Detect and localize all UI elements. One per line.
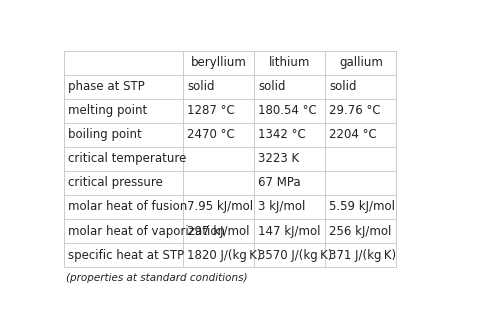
Text: critical pressure: critical pressure — [68, 176, 163, 189]
Text: 5.59 kJ/mol: 5.59 kJ/mol — [329, 200, 395, 214]
Text: lithium: lithium — [269, 56, 310, 69]
Text: beryllium: beryllium — [190, 56, 247, 69]
Text: 1820 J/(kg K): 1820 J/(kg K) — [187, 249, 261, 262]
Text: 2470 °C: 2470 °C — [187, 128, 235, 141]
Text: solid: solid — [187, 80, 214, 93]
Text: 2204 °C: 2204 °C — [329, 128, 377, 141]
Text: gallium: gallium — [339, 56, 383, 69]
Text: 147 kJ/mol: 147 kJ/mol — [258, 225, 320, 237]
Text: solid: solid — [329, 80, 357, 93]
Text: 180.54 °C: 180.54 °C — [258, 104, 317, 117]
Text: 3570 J/(kg K): 3570 J/(kg K) — [258, 249, 332, 262]
Text: 371 J/(kg K): 371 J/(kg K) — [329, 249, 396, 262]
Text: 3 kJ/mol: 3 kJ/mol — [258, 200, 306, 214]
Text: 1342 °C: 1342 °C — [258, 128, 306, 141]
Text: 3223 K: 3223 K — [258, 152, 299, 165]
Text: 29.76 °C: 29.76 °C — [329, 104, 381, 117]
Text: boiling point: boiling point — [68, 128, 141, 141]
Text: phase at STP: phase at STP — [68, 80, 144, 93]
Text: molar heat of vaporization: molar heat of vaporization — [68, 225, 225, 237]
Text: (properties at standard conditions): (properties at standard conditions) — [66, 273, 248, 284]
Text: 297 kJ/mol: 297 kJ/mol — [187, 225, 249, 237]
Text: 7.95 kJ/mol: 7.95 kJ/mol — [187, 200, 253, 214]
Text: 256 kJ/mol: 256 kJ/mol — [329, 225, 391, 237]
Text: 67 MPa: 67 MPa — [258, 176, 301, 189]
Text: melting point: melting point — [68, 104, 147, 117]
Text: solid: solid — [258, 80, 286, 93]
Text: specific heat at STP: specific heat at STP — [68, 249, 184, 262]
Text: critical temperature: critical temperature — [68, 152, 186, 165]
Text: molar heat of fusion: molar heat of fusion — [68, 200, 187, 214]
Text: 1287 °C: 1287 °C — [187, 104, 235, 117]
